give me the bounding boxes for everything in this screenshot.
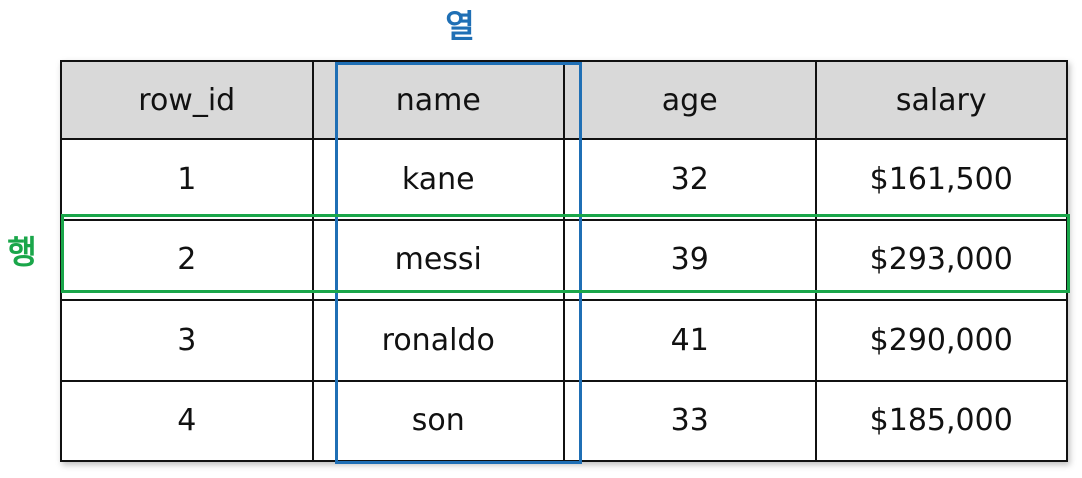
cell-row-id: 3 xyxy=(60,299,314,382)
cell-salary: $290,000 xyxy=(814,299,1068,382)
cell-name: kane xyxy=(311,138,565,221)
table-row: 4 son 33 $185,000 xyxy=(60,379,1068,462)
cell-age: 41 xyxy=(563,299,817,382)
header-cell-salary: salary xyxy=(814,60,1068,140)
cell-row-id: 4 xyxy=(60,379,314,462)
table-row: 2 messi 39 $293,000 xyxy=(60,218,1068,301)
header-row: row_id name age salary xyxy=(60,60,1068,140)
cell-age: 32 xyxy=(563,138,817,221)
cell-name: ronaldo xyxy=(311,299,565,382)
table-row: 1 kane 32 $161,500 xyxy=(60,138,1068,221)
header-cell-name: name xyxy=(311,60,565,140)
header-cell-row-id: row_id xyxy=(60,60,314,140)
data-table: row_id name age salary 1 kane 32 $161,50… xyxy=(60,60,1068,462)
table-row: 3 ronaldo 41 $290,000 xyxy=(60,299,1068,382)
cell-salary: $293,000 xyxy=(814,218,1068,301)
row-label: 행 xyxy=(7,233,37,271)
table-container: row_id name age salary 1 kane 32 $161,50… xyxy=(60,60,1068,462)
cell-row-id: 1 xyxy=(60,138,314,221)
cell-name: messi xyxy=(311,218,565,301)
cell-name: son xyxy=(311,379,565,462)
column-label: 열 xyxy=(445,7,475,45)
header-cell-age: age xyxy=(563,60,817,140)
cell-salary: $185,000 xyxy=(814,379,1068,462)
cell-age: 33 xyxy=(563,379,817,462)
cell-salary: $161,500 xyxy=(814,138,1068,221)
cell-age: 39 xyxy=(563,218,817,301)
cell-row-id: 2 xyxy=(60,218,314,301)
